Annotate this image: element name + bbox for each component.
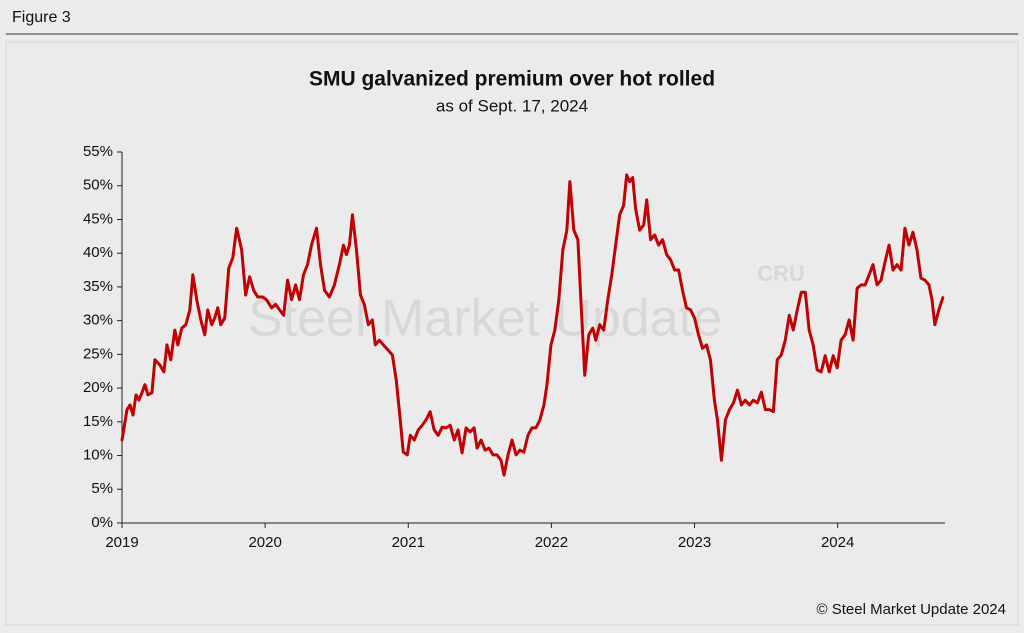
x-tick-label: 2023 bbox=[678, 534, 711, 551]
y-tick-label: 0% bbox=[91, 514, 113, 531]
chart-subtitle: as of Sept. 17, 2024 bbox=[436, 96, 588, 115]
y-tick-label: 15% bbox=[83, 413, 113, 430]
y-tick-label: 5% bbox=[91, 480, 113, 497]
data-line bbox=[120, 173, 945, 477]
watermark-logo: CRU bbox=[757, 261, 805, 286]
source: © Steel Market Update 2024 bbox=[817, 601, 1007, 618]
y-tick-label: 10% bbox=[83, 447, 113, 464]
y-tick-label: 50% bbox=[83, 177, 113, 194]
y-tick-label: 45% bbox=[83, 210, 113, 227]
watermark: Steel Market Update bbox=[248, 290, 722, 348]
y-tick-label: 20% bbox=[83, 379, 113, 396]
x-tick-label: 2024 bbox=[821, 534, 854, 551]
x-tick-label: 2019 bbox=[105, 534, 138, 551]
y-tick-label: 30% bbox=[83, 312, 113, 329]
y-tick-label: 35% bbox=[83, 278, 113, 295]
y-tick-label: 40% bbox=[83, 244, 113, 261]
y-tick-label: 55% bbox=[83, 143, 113, 160]
y-tick-label: 25% bbox=[83, 345, 113, 362]
x-tick-label: 2022 bbox=[535, 534, 568, 551]
figure-label: Figure 3 bbox=[12, 9, 71, 26]
chart-title: SMU galvanized premium over hot rolled bbox=[309, 68, 715, 91]
x-tick-label: 2021 bbox=[392, 534, 425, 551]
x-tick-label: 2020 bbox=[248, 534, 281, 551]
